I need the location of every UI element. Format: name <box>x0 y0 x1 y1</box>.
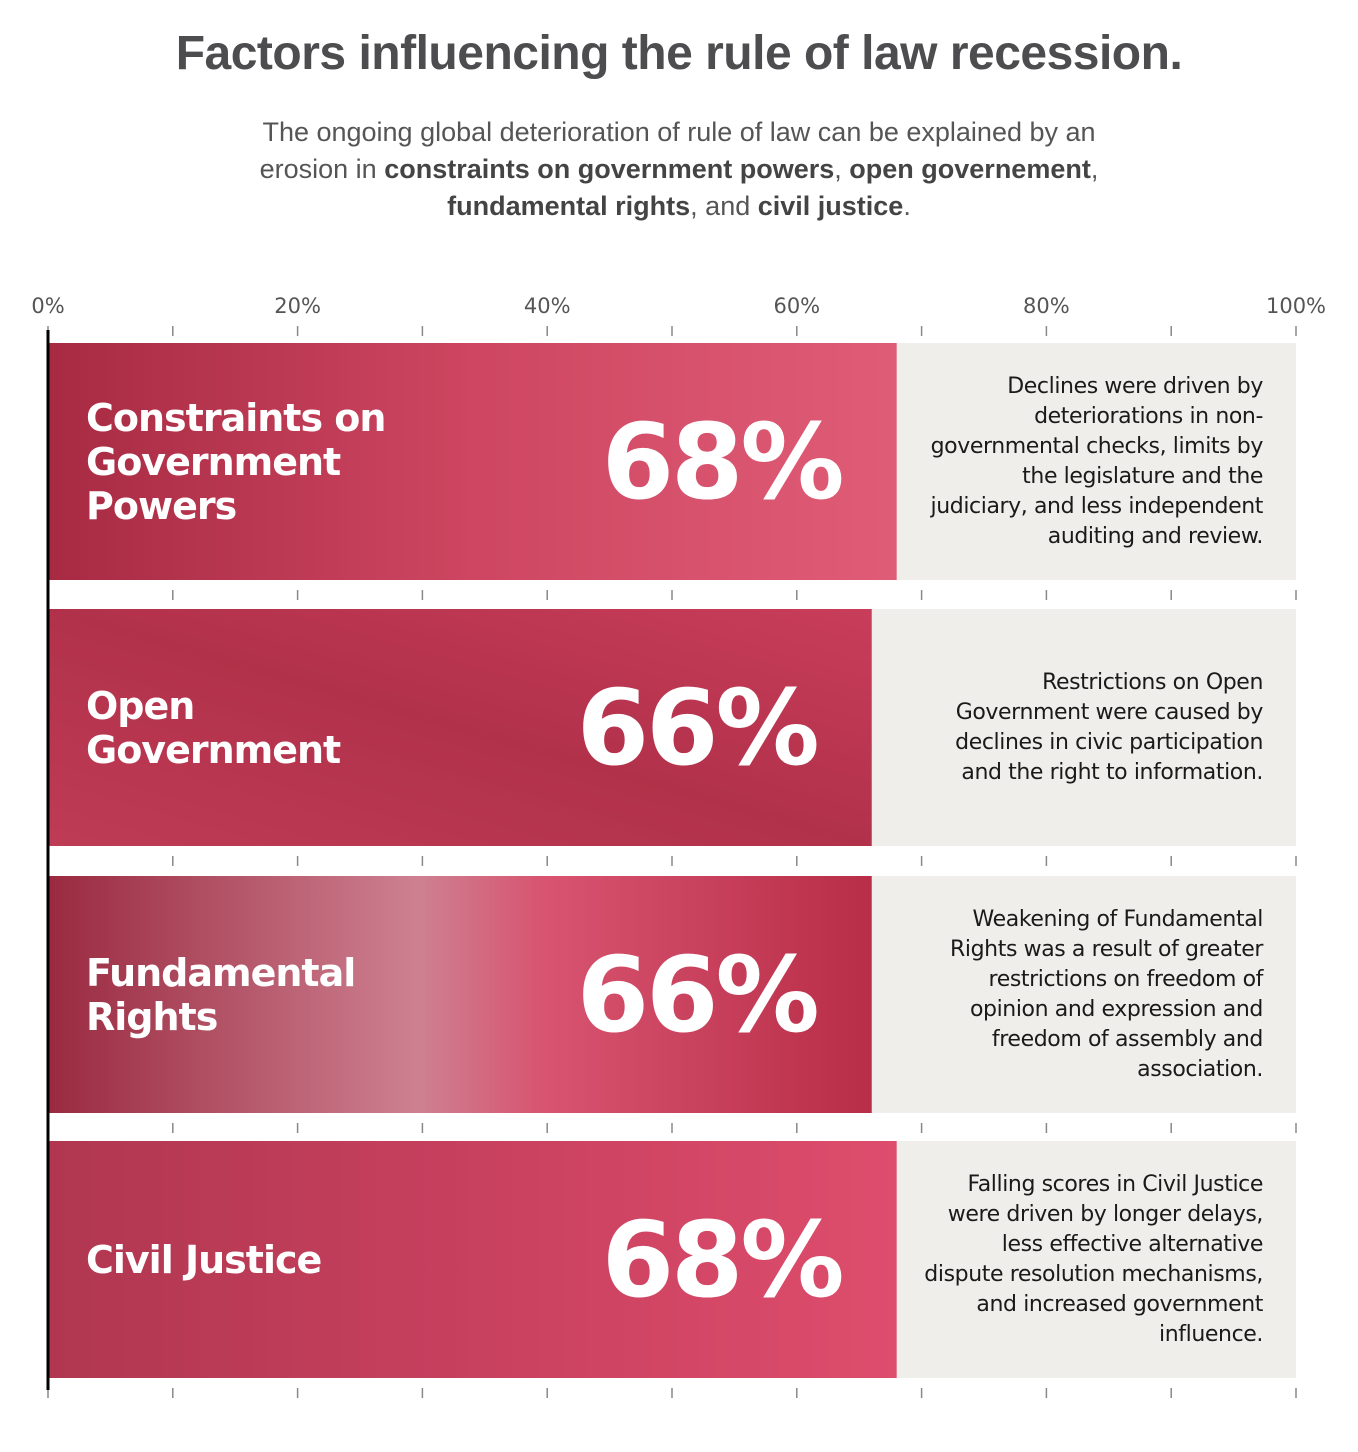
category-label: Civil Justice <box>86 1237 322 1282</box>
value-label: 66% <box>576 666 820 789</box>
x-tick-label: 80% <box>1023 294 1070 318</box>
annotation: Weakening of Fundamental Rights was a re… <box>950 906 1263 1082</box>
x-tick-label: 100% <box>1265 294 1327 318</box>
bar <box>48 1141 897 1378</box>
bar <box>48 876 872 1113</box>
chart-title: Factors influencing the rule of law rece… <box>175 27 1183 80</box>
subtitle-emphasis: constraints on government powers <box>384 154 835 184</box>
subtitle-emphasis: civil justice <box>757 191 904 221</box>
subtitle-emphasis: fundamental rights <box>447 191 691 221</box>
x-tick-label: 60% <box>773 294 821 318</box>
subtitle-text: , <box>1090 154 1099 184</box>
subtitle-text: , and <box>690 191 758 221</box>
bar-tint <box>48 609 872 846</box>
subtitle-text: , <box>834 154 850 184</box>
annotation: Falling scores in Civil Justice were dri… <box>924 1171 1263 1347</box>
category-label: Fundamental Rights <box>86 950 356 1039</box>
value-label: 66% <box>576 933 820 1056</box>
bar-tint <box>48 876 872 1113</box>
category-label: Constraints on Government Powers <box>86 395 386 528</box>
annotation: Restrictions on Open Government were cau… <box>955 669 1263 785</box>
x-tick-label: 0% <box>31 294 65 318</box>
subtitle-emphasis: open governement <box>849 154 1091 184</box>
subtitle-text: . <box>903 191 911 221</box>
bar-tint <box>48 343 897 580</box>
bar <box>48 343 897 580</box>
x-tick-label: 20% <box>274 294 321 318</box>
bar <box>48 609 872 846</box>
bar-tint <box>48 1141 897 1378</box>
value-label: 68% <box>601 1198 845 1321</box>
subtitle-text: The ongoing global deterioration of rule… <box>259 117 1096 184</box>
category-label: Open Government <box>86 683 341 772</box>
annotation: Declines were driven by deteriorations i… <box>930 373 1264 549</box>
chart-subtitle: The ongoing global deterioration of rule… <box>219 114 1139 225</box>
value-label: 68% <box>601 400 845 523</box>
x-tick-label: 40% <box>523 294 571 318</box>
